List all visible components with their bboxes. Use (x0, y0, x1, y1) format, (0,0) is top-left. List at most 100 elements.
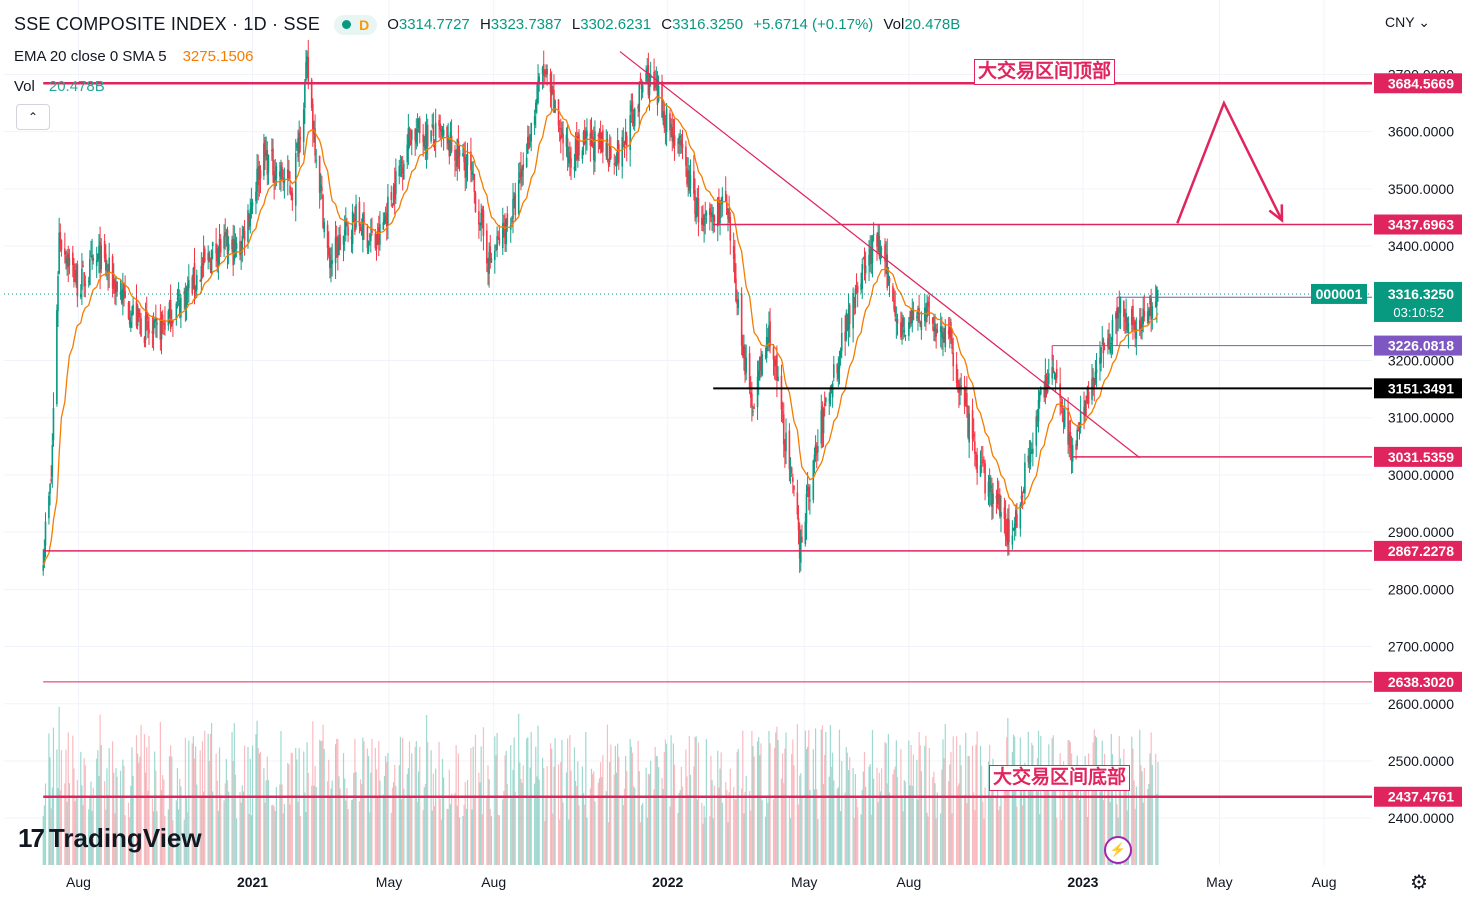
candle-body (1067, 407, 1069, 445)
volume-bar (66, 801, 68, 865)
candle-body (75, 270, 78, 286)
volume-bar (597, 782, 599, 865)
candle-body (765, 337, 768, 358)
candle-body (454, 149, 456, 161)
volume-bar (678, 792, 680, 865)
gear-icon[interactable]: ⚙ (1410, 872, 1428, 894)
purple-price-label: 3226.0818 (1388, 338, 1454, 354)
candle-body (1016, 514, 1018, 528)
volume-bar (1027, 731, 1029, 865)
volume-bar (766, 796, 768, 865)
candle-body (81, 268, 83, 290)
volume-bar (267, 780, 270, 865)
candle-body (233, 239, 236, 262)
candle-body (836, 364, 838, 374)
candle-body (225, 233, 228, 235)
candle-body (853, 298, 856, 304)
volume-bar (440, 819, 442, 865)
volume-bar (902, 811, 904, 865)
volume-bar (829, 724, 831, 865)
candle-body (944, 325, 947, 348)
volume-bar (1140, 765, 1142, 865)
volume-bar (1142, 802, 1144, 865)
volume-bar (1115, 781, 1117, 865)
candle-body (538, 76, 540, 83)
candle-body (513, 196, 515, 200)
volume-bar (1087, 753, 1090, 865)
candle-body (401, 167, 404, 174)
volume-bar (236, 818, 238, 865)
volume-bar (313, 785, 315, 865)
volume-bar (258, 753, 260, 865)
candle-body (1053, 377, 1056, 379)
volume-bar (232, 761, 234, 865)
volume-bar (346, 788, 348, 865)
lightning-icon[interactable]: ⚡ (1104, 836, 1132, 864)
volume-bar (992, 758, 994, 865)
currency-selector[interactable]: CNY ⌄ (1385, 14, 1430, 30)
volume-bar (306, 742, 308, 865)
volume-bar (435, 768, 437, 865)
candle-body (728, 209, 730, 222)
candle-body (844, 331, 846, 341)
candle-body (42, 565, 45, 571)
volume-bar (212, 791, 214, 865)
volume-bar (664, 739, 667, 865)
candle-body (417, 118, 420, 129)
candle-body (678, 136, 680, 145)
volume-bar (617, 743, 619, 865)
candle-body (257, 167, 260, 186)
volume-bar (750, 810, 752, 865)
symbol-title[interactable]: SSE COMPOSITE INDEX · 1D · SSE (14, 14, 321, 34)
candle-body (1037, 399, 1040, 422)
last-price-label: 3316.3250 (1388, 286, 1454, 302)
volume-bar (952, 736, 954, 865)
candle-body (561, 128, 563, 135)
volume-bar (1080, 779, 1082, 865)
candle-body (1094, 371, 1097, 383)
candle-body (50, 479, 52, 482)
volume-bar (1076, 755, 1078, 865)
candle-body (183, 291, 186, 295)
candle-body (367, 240, 370, 252)
candle-body (487, 266, 489, 273)
candle-body (680, 139, 683, 146)
candle-body (161, 314, 164, 323)
candle-body (119, 291, 122, 295)
candle-body (840, 332, 843, 352)
indicator-legend[interactable]: EMA 20 close 0 SMA 5 3275.1506 (14, 48, 253, 65)
candle-body (517, 179, 520, 215)
volume-bar (734, 798, 736, 865)
volume-bar (693, 766, 695, 865)
volume-bar (382, 794, 384, 865)
volume-bar (941, 769, 943, 865)
candle-body (114, 280, 116, 294)
volume-bar (259, 752, 262, 865)
volume-bar (177, 809, 180, 865)
volume-bar (72, 735, 74, 865)
candle-body (527, 136, 529, 154)
price-tick-label: 2600.0000 (1388, 696, 1454, 712)
collapse-legend-button[interactable]: ⌃ (16, 104, 50, 130)
volume-bar (180, 786, 182, 865)
volume-bar (511, 797, 513, 865)
candle-body (546, 69, 548, 75)
volume-bar (908, 740, 910, 865)
volume-bar (91, 810, 93, 865)
candle-body (471, 170, 473, 175)
candle-body (506, 213, 509, 226)
volume-bar (455, 745, 457, 865)
candle-body (594, 131, 596, 162)
volume-bar (917, 799, 919, 865)
volume-legend[interactable]: Vol 20.478B (14, 78, 105, 95)
candle-body (895, 318, 898, 322)
candle-body (950, 322, 952, 340)
volume-bar (694, 737, 696, 865)
tradingview-logo[interactable]: 17 TradingView (18, 823, 202, 854)
candle-body (193, 262, 196, 288)
volume-bar (394, 764, 396, 865)
candle-body (122, 288, 124, 300)
volume-bar (319, 739, 321, 865)
